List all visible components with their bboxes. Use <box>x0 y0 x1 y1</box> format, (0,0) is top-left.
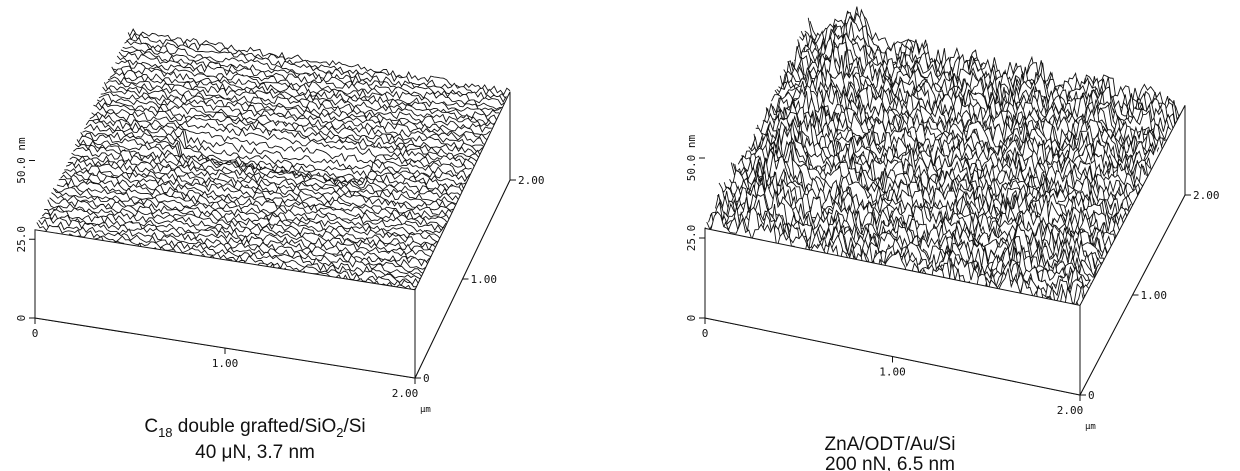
x-tick-label: 0 <box>702 327 709 340</box>
surface-line <box>111 66 492 133</box>
surface-line <box>49 197 430 263</box>
surface-line <box>126 36 507 103</box>
surface-line <box>748 130 1125 232</box>
x-tick-label: 0 <box>32 327 39 340</box>
surface-line <box>115 60 496 126</box>
surface-line <box>807 8 1184 121</box>
y-tick-label: 2.00 <box>1193 189 1220 202</box>
surface-line <box>67 158 449 224</box>
caption-line: 200 nN, 6.5 nm <box>825 454 955 471</box>
z-tick-label: 0 <box>15 315 28 322</box>
surface-line <box>113 65 494 128</box>
surface-line <box>98 93 480 158</box>
z-tick-label: 25.0 <box>15 226 28 253</box>
surface-line <box>54 187 436 252</box>
caption-text: 40 μN, 3.7 nm <box>195 442 315 463</box>
surface-line <box>723 170 1100 279</box>
surface-line <box>785 48 1161 160</box>
surface-line <box>751 117 1128 225</box>
caption-line: ZnA/ODT/Au/Si <box>825 434 956 455</box>
surface-line <box>107 76 489 141</box>
surface-line <box>104 82 485 148</box>
surface-line <box>129 28 511 96</box>
side-face <box>414 91 511 379</box>
caption-line: C18 double grafted/SiO2/Si <box>144 416 365 440</box>
surface-line <box>720 178 1096 281</box>
y-tick-label: 2.00 <box>518 174 545 187</box>
surface-line <box>772 85 1149 180</box>
y-tick-label: 0 <box>423 372 430 385</box>
surface-line <box>56 182 438 246</box>
caption-text: /Si <box>343 416 365 437</box>
surface-line <box>800 19 1177 134</box>
surface-line <box>47 199 429 267</box>
surface-line <box>94 101 476 168</box>
z-tick-label: 50.0 nm <box>685 134 698 181</box>
unit-label: μm <box>1085 422 1096 432</box>
surface-line <box>87 118 469 183</box>
z-tick-label: 25.0 <box>685 225 698 252</box>
surface-line <box>44 209 425 275</box>
surface-line <box>51 192 432 258</box>
surface-line <box>38 218 420 286</box>
caption-text: 2 <box>336 425 343 440</box>
z-tick-label: 50.0 nm <box>15 137 28 184</box>
x-tick-label: 2.00 <box>1057 404 1084 417</box>
surface-line <box>78 135 460 201</box>
surface-line <box>60 174 441 240</box>
x-tick-label: 1.00 <box>212 357 239 370</box>
caption-line: 40 μN, 3.7 nm <box>195 442 315 463</box>
caption-text: double grafted/SiO <box>173 416 337 437</box>
y-tick-label: 1.00 <box>1141 289 1168 302</box>
surface-line <box>765 84 1142 201</box>
surface-line <box>41 212 423 278</box>
surface-line <box>93 104 474 172</box>
side-face <box>1079 105 1186 396</box>
x-tick-label: 2.00 <box>392 387 419 400</box>
caption-text: ZnA/ODT/Au/Si <box>825 434 956 455</box>
surface-line <box>74 143 456 209</box>
surface-line <box>40 216 421 280</box>
y-tick-label: 1.00 <box>471 273 498 286</box>
x-tick-label: 1.00 <box>879 366 906 379</box>
surface-line <box>122 46 503 110</box>
surface-line <box>89 113 471 180</box>
surface-line <box>85 119 467 186</box>
surface-line <box>730 157 1107 266</box>
surface-line <box>71 152 452 216</box>
surface-line <box>96 97 478 162</box>
surface-line <box>713 193 1090 295</box>
caption-text: C <box>144 416 158 437</box>
caption-text: 200 nN, 6.5 nm <box>825 454 955 471</box>
surface-line <box>127 32 509 100</box>
y-tick-label: 0 <box>1088 389 1095 402</box>
z-tick-label: 0 <box>685 315 698 322</box>
caption-text: 18 <box>158 425 172 440</box>
surface-line <box>704 211 1081 312</box>
unit-label: μm <box>420 405 431 415</box>
surface-line <box>102 86 483 152</box>
surface-line <box>105 80 487 146</box>
surface-line <box>64 168 445 232</box>
surface-line <box>65 161 447 229</box>
surface-line <box>790 45 1167 155</box>
